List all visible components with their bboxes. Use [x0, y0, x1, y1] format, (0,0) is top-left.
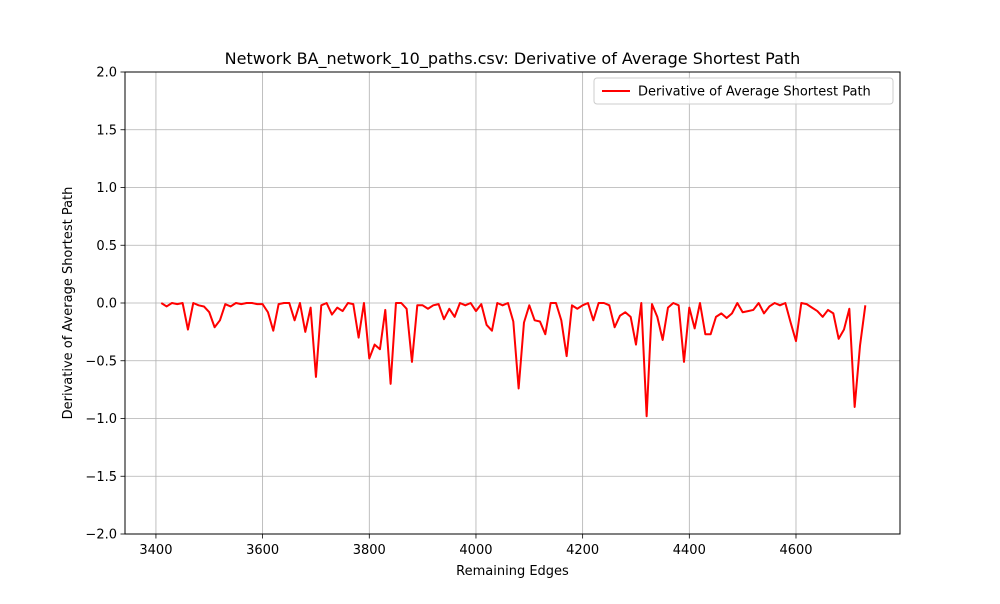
- y-tick-label: −2.0: [85, 528, 117, 543]
- series-line-derivative-average-shortest-path: [160, 302, 867, 418]
- y-tick-label: −1.0: [85, 412, 117, 427]
- y-tick-label: 1.5: [96, 123, 117, 138]
- y-tick-label: −1.5: [85, 470, 117, 485]
- x-tick-label: 4000: [459, 543, 492, 558]
- legend: Derivative of Average Shortest Path: [593, 77, 894, 105]
- x-tick-label: 4600: [779, 543, 812, 558]
- x-axis-label: Remaining Edges: [456, 564, 569, 579]
- y-tick-label: −0.5: [85, 354, 117, 369]
- x-tick-label: 3400: [139, 543, 172, 558]
- series-layer: [160, 302, 867, 418]
- legend-series-label: Derivative of Average Shortest Path: [638, 85, 871, 100]
- y-tick-label: 0.0: [96, 297, 117, 312]
- x-tick-label: 3600: [246, 543, 279, 558]
- y-tick-label: 1.0: [96, 181, 117, 196]
- chart-title: Network BA_network_10_paths.csv: Derivat…: [225, 49, 801, 69]
- x-tick-label: 4400: [673, 543, 706, 558]
- y-axis-label: Derivative of Average Shortest Path: [61, 187, 76, 420]
- legend-box: [593, 77, 894, 105]
- x-tick-label: 4200: [566, 543, 599, 558]
- y-tick-label: 2.0: [96, 66, 117, 81]
- y-tick-label: 0.5: [96, 239, 117, 254]
- axis-ticks: 3400 3600 3800 4000 4200 4400 4600 −2.0 −1.5 −1.0…: [85, 66, 812, 559]
- x-tick-label: 3800: [353, 543, 386, 558]
